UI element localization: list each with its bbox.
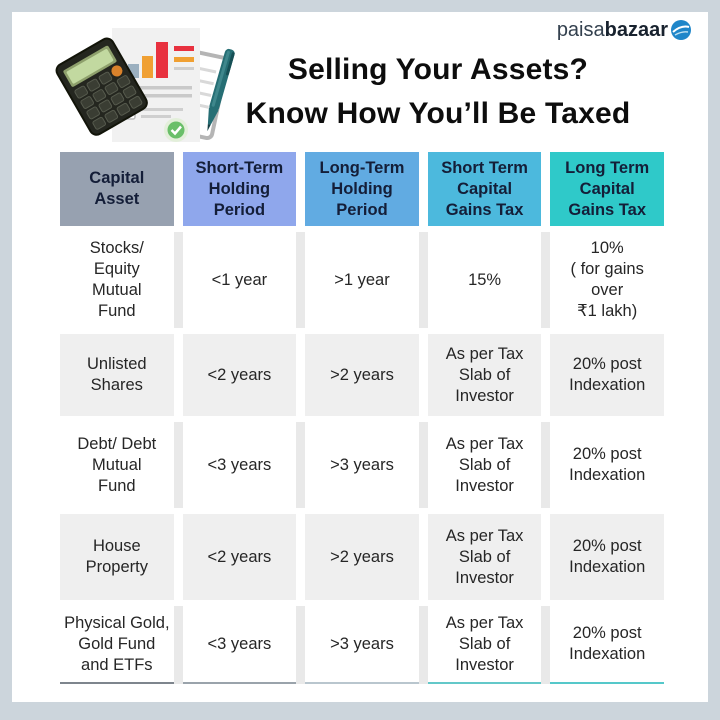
title-line-1: Selling Your Assets? xyxy=(287,53,589,86)
table-cell-r1-c4: 20% post Indexation xyxy=(550,334,664,416)
table-row-4: Physical Gold, Gold Fund and ETFs <3 year… xyxy=(60,606,664,684)
table-cell-r4-c1: <3 years xyxy=(182,606,297,684)
table-cell-r2-c3: As per Tax Slab of Investor xyxy=(427,422,542,508)
table-cell-r1-c1: <2 years xyxy=(182,334,297,416)
paisabazaar-logo: paisa bazaar xyxy=(557,18,692,42)
paisabazaar-globe-icon xyxy=(671,20,691,40)
table-cell-r0-c4: 10% ( for gains over ₹1 lakh) xyxy=(550,232,664,328)
table-cell-r4-c2: >3 years xyxy=(305,606,419,684)
column-header-0: Capital Asset xyxy=(60,152,174,226)
table-cell-r1-c0: Unlisted Shares xyxy=(60,334,174,416)
table-cell-r0-c0: Stocks/ Equity Mutual Fund xyxy=(60,232,174,328)
column-header-2: Long-Term Holding Period xyxy=(305,152,419,226)
title-line-2: Know How You’ll Be Taxed xyxy=(245,97,631,130)
logo-text-light: paisa xyxy=(556,19,605,41)
table-cell-r4-c4: 20% post Indexation xyxy=(550,606,664,684)
table-header-row: Capital Asset Short-Term Holding Period Lo… xyxy=(60,152,664,226)
column-header-3: Short Term Capital Gains Tax xyxy=(427,152,542,226)
pen-icon xyxy=(207,48,235,132)
table-cell-r2-c4: 20% post Indexation xyxy=(550,422,664,508)
table-row-2: Debt/ Debt Mutual Fund <3 years >3 years As… xyxy=(60,422,664,508)
page-title: Selling Your Assets? Know How You’ll Be … xyxy=(212,48,664,136)
table-cell-r2-c0: Debt/ Debt Mutual Fund xyxy=(60,422,174,508)
table-cell-r1-c2: >2 years xyxy=(305,334,419,416)
infographic-content: Selling Your Assets? Know How You’ll Be … xyxy=(12,12,708,702)
table-cell-r3-c3: As per Tax Slab of Investor xyxy=(427,514,542,600)
column-header-1: Short-Term Holding Period xyxy=(182,152,297,226)
table-cell-r3-c0: House Property xyxy=(60,514,174,600)
table-cell-r3-c4: 20% post Indexation xyxy=(550,514,664,600)
table-cell-r3-c2: >2 years xyxy=(305,514,419,600)
table-cell-r0-c1: <1 year xyxy=(182,232,297,328)
table-row-1: Unlisted Shares <2 years >2 years As per Ta… xyxy=(60,334,664,416)
table-cell-r0-c3: 15% xyxy=(427,232,542,328)
illustration-svg xyxy=(55,28,235,142)
column-header-4: Long Term Capital Gains Tax xyxy=(550,152,664,226)
table-cell-r2-c2: >3 years xyxy=(305,422,419,508)
table-cell-r4-c3: As per Tax Slab of Investor xyxy=(427,606,542,684)
calculator-document-pen-illustration xyxy=(40,24,248,150)
logo-text-bold: bazaar xyxy=(604,19,668,41)
calculator-icon xyxy=(55,37,148,136)
table-cell-r3-c1: <2 years xyxy=(182,514,297,600)
table-cell-r2-c1: <3 years xyxy=(182,422,297,508)
table-cell-r1-c3: As per Tax Slab of Investor xyxy=(427,334,542,416)
capital-gains-tax-table: Capital Asset Short-Term Holding Period Lo… xyxy=(60,152,664,690)
table-row-3: House Property <2 years >2 years As per Tax… xyxy=(60,514,664,600)
table-cell-r4-c0: Physical Gold, Gold Fund and ETFs xyxy=(60,606,174,684)
table-row-0: Stocks/ Equity Mutual Fund <1 year >1 year… xyxy=(60,232,664,328)
table-cell-r0-c2: >1 year xyxy=(305,232,419,328)
